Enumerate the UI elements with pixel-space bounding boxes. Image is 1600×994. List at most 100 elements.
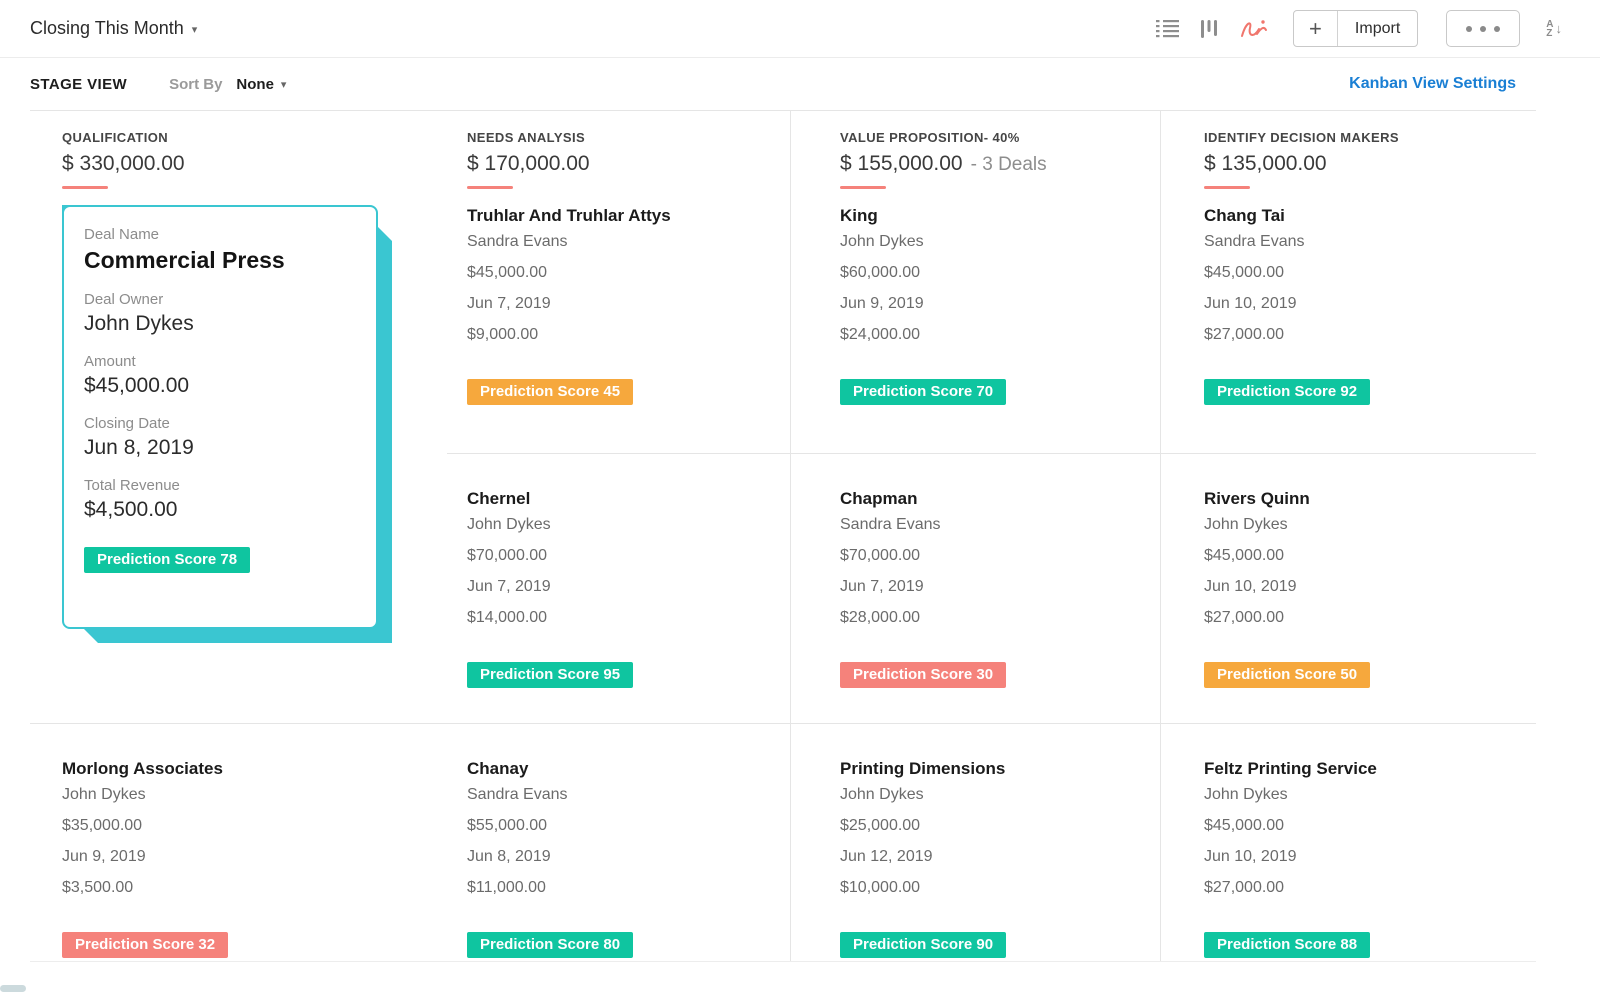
- stage-underline: [1204, 186, 1250, 189]
- deal-amount: $45,000.00: [1204, 264, 1285, 281]
- current-view-title: Closing This Month: [30, 18, 184, 38]
- more-dot-icon: [1480, 25, 1487, 32]
- more-dot-icon: [1494, 25, 1501, 32]
- deal-owner-label: Deal Owner: [84, 291, 164, 308]
- more-dot-icon: [1466, 25, 1473, 32]
- deal-name: Chernel: [467, 489, 531, 508]
- deal-name: Chang Tai: [1204, 206, 1285, 225]
- deal-revenue: $27,000.00: [1204, 326, 1285, 343]
- deal-card[interactable]: Feltz Printing Service John Dykes $45,00…: [1204, 759, 1536, 958]
- stage-name: VALUE PROPOSITION- 40%: [840, 130, 1020, 145]
- stage-view-bar: STAGE VIEW Sort By None ▾ Kanban View Se…: [0, 58, 1600, 110]
- horizontal-scrollbar-thumb[interactable]: [0, 985, 26, 992]
- deal-revenue: $9,000.00: [467, 326, 539, 343]
- deal-owner: John Dykes: [840, 786, 924, 803]
- sort-letter-a: A: [1546, 18, 1554, 30]
- deal-revenue: $14,000.00: [467, 609, 548, 626]
- kanban-view-settings-link[interactable]: Kanban View Settings: [1349, 75, 1516, 92]
- selected-deal-card[interactable]: Deal Name Commercial Press Deal Owner Jo…: [62, 205, 378, 629]
- deal-amount: $55,000.00: [467, 817, 548, 834]
- stage-underline: [62, 186, 108, 189]
- zia-icon[interactable]: [1239, 17, 1269, 41]
- deal-closing-date: Jun 8, 2019: [84, 436, 194, 459]
- deal-revenue: $27,000.00: [1204, 609, 1285, 626]
- deal-card[interactable]: Chernel John Dykes $70,000.00 Jun 7, 201…: [467, 489, 790, 688]
- stage-view-label: STAGE VIEW: [30, 75, 128, 93]
- deal-name: Rivers Quinn: [1204, 489, 1310, 508]
- top-toolbar: Closing This Month ▾: [0, 0, 1600, 58]
- prediction-score-badge: Prediction Score 50: [1204, 662, 1371, 688]
- list-view-selector[interactable]: Closing This Month ▾: [30, 18, 197, 39]
- stage-column-header: IDENTIFY DECISION MAKERS $ 135,000.00: [1204, 130, 1536, 189]
- prediction-score-badge: Prediction Score 32: [62, 932, 229, 958]
- deal-amount: $70,000.00: [467, 547, 548, 564]
- deal-closing-date: Jun 10, 2019: [1204, 848, 1297, 865]
- deal-closing-date: Jun 10, 2019: [1204, 578, 1297, 595]
- stage-name: QUALIFICATION: [62, 130, 169, 145]
- deal-closing-date: Jun 7, 2019: [467, 578, 551, 595]
- sort-value-dropdown[interactable]: None ▾: [236, 76, 286, 93]
- deal-name-label: Deal Name: [84, 226, 160, 243]
- deal-owner: Sandra Evans: [1204, 233, 1305, 250]
- stage-column-identify-decision-makers: IDENTIFY DECISION MAKERS $ 135,000.00 Ch…: [1160, 111, 1536, 453]
- deal-card[interactable]: Chanay Sandra Evans $55,000.00 Jun 8, 20…: [467, 759, 790, 958]
- deal-name: Printing Dimensions: [840, 759, 1006, 778]
- deal-name: King: [840, 206, 878, 225]
- deal-amount: $45,000.00: [1204, 547, 1285, 564]
- import-button[interactable]: Import: [1354, 19, 1401, 37]
- prediction-score-badge: Prediction Score 90: [840, 932, 1007, 958]
- stage-column-header: VALUE PROPOSITION- 40% $ 155,000.00 - 3 …: [840, 130, 1160, 189]
- deal-name: Chanay: [467, 759, 529, 778]
- amount-label: Amount: [84, 353, 136, 370]
- deal-revenue: $24,000.00: [840, 326, 921, 343]
- deal-owner: John Dykes: [62, 786, 146, 803]
- deal-card[interactable]: Chapman Sandra Evans $70,000.00 Jun 7, 2…: [840, 489, 1160, 688]
- toolbar-actions: + Import A Z ↓: [1155, 10, 1562, 47]
- total-revenue-label: Total Revenue: [84, 477, 180, 494]
- sort-az-icon[interactable]: A Z ↓: [1546, 18, 1562, 39]
- stage-deal-count: - 3 Deals: [970, 154, 1047, 175]
- stage-column-header: NEEDS ANALYSIS $ 170,000.00: [467, 130, 790, 189]
- chevron-down-icon: ▾: [191, 23, 198, 36]
- deal-closing-date: Jun 12, 2019: [840, 848, 933, 865]
- deal-card[interactable]: Rivers Quinn John Dykes $45,000.00 Jun 1…: [1204, 489, 1536, 688]
- kanban-board: QUALIFICATION $ 330,000.00 Deal Name Com…: [30, 110, 1536, 962]
- deal-card[interactable]: Printing Dimensions John Dykes $25,000.0…: [840, 759, 1160, 958]
- deal-amount: $70,000.00: [840, 547, 921, 564]
- deal-closing-date: Jun 8, 2019: [467, 848, 551, 865]
- deal-closing-date: Jun 9, 2019: [840, 295, 924, 312]
- deal-card[interactable]: Morlong Associates John Dykes $35,000.00…: [62, 759, 447, 958]
- chevron-down-icon: ▾: [280, 79, 287, 91]
- deal-revenue: $3,500.00: [62, 879, 134, 896]
- more-actions-button[interactable]: [1446, 10, 1521, 47]
- prediction-score-badge: Prediction Score 45: [467, 379, 634, 405]
- deal-closing-date: Jun 9, 2019: [62, 848, 146, 865]
- stage-underline: [840, 186, 886, 189]
- deal-owner: John Dykes: [840, 233, 924, 250]
- prediction-score-badge: Prediction Score 88: [1204, 932, 1371, 958]
- list-view-icon[interactable]: [1155, 19, 1179, 38]
- deal-owner: John Dykes: [1204, 786, 1288, 803]
- sort-by-label: Sort By: [169, 75, 223, 93]
- stage-amount: $ 135,000.00: [1204, 152, 1327, 175]
- stage-amount: $ 155,000.00: [840, 152, 963, 175]
- stage-amount: $ 330,000.00: [62, 152, 185, 175]
- deal-revenue: $28,000.00: [840, 609, 921, 626]
- stage-amount: $ 170,000.00: [467, 152, 590, 175]
- stage-name: NEEDS ANALYSIS: [467, 130, 586, 145]
- stage-column-value-proposition: VALUE PROPOSITION- 40% $ 155,000.00 - 3 …: [790, 111, 1160, 453]
- prediction-score-badge: Prediction Score 70: [840, 379, 1007, 405]
- deal-closing-date: Jun 7, 2019: [467, 295, 551, 312]
- deal-card[interactable]: Chang Tai Sandra Evans $45,000.00 Jun 10…: [1204, 206, 1536, 405]
- sort-letter-z: Z: [1546, 27, 1553, 39]
- kanban-view-icon[interactable]: [1199, 19, 1219, 39]
- deal-card[interactable]: King John Dykes $60,000.00 Jun 9, 2019 $…: [840, 206, 1160, 405]
- deal-amount: $45,000.00: [467, 264, 548, 281]
- prediction-score-badge: Prediction Score 92: [1204, 379, 1371, 405]
- create-import-group: + Import: [1292, 10, 1419, 47]
- deal-card[interactable]: Truhlar And Truhlar Attys Sandra Evans $…: [467, 206, 790, 405]
- deal-owner: Sandra Evans: [467, 233, 568, 250]
- deal-amount: $35,000.00: [62, 817, 143, 834]
- deal-card-detail[interactable]: Deal Name Commercial Press Deal Owner Jo…: [62, 205, 378, 629]
- add-deal-button[interactable]: +: [1294, 11, 1338, 46]
